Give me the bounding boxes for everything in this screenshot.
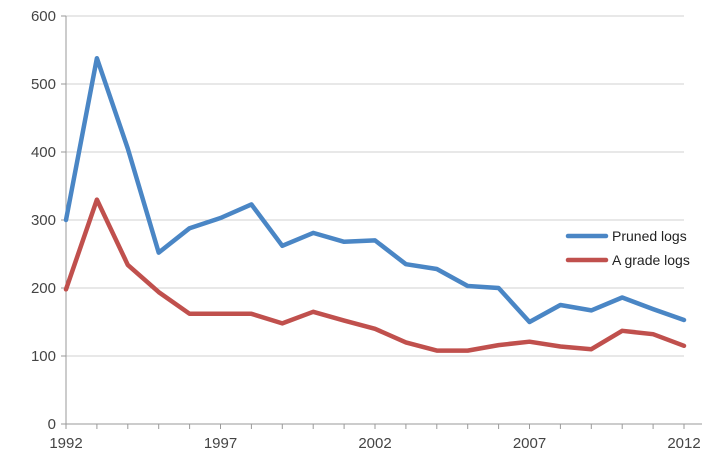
- y-tick-label: 100: [31, 348, 56, 365]
- x-tick-label: 2007: [513, 435, 546, 452]
- y-tick-label: 400: [31, 144, 56, 161]
- x-tick-label: 2012: [667, 435, 700, 452]
- x-tick-label: 1997: [204, 435, 237, 452]
- y-tick-label: 200: [31, 280, 56, 297]
- legend: Pruned logs A grade logs: [565, 228, 690, 268]
- x-tick-label: 1992: [49, 435, 82, 452]
- y-tick-label: 0: [48, 416, 56, 433]
- series-line-a-grade-logs: [63, 197, 687, 353]
- legend-label: Pruned logs: [612, 228, 687, 244]
- grid-layer: [66, 15, 684, 357]
- x-tick-label: 2002: [358, 435, 391, 452]
- series-layer: [63, 55, 687, 353]
- y-tick-label: 500: [31, 76, 56, 93]
- series-line-pruned-logs: [63, 55, 687, 325]
- y-tick-label: 300: [31, 212, 56, 229]
- axis-layer: 0 100 200 300 400 500 600 1992 1997 2002 2007 2012: [31, 8, 702, 452]
- legend-label: A grade logs: [612, 252, 690, 268]
- y-tick-label: 600: [31, 8, 56, 25]
